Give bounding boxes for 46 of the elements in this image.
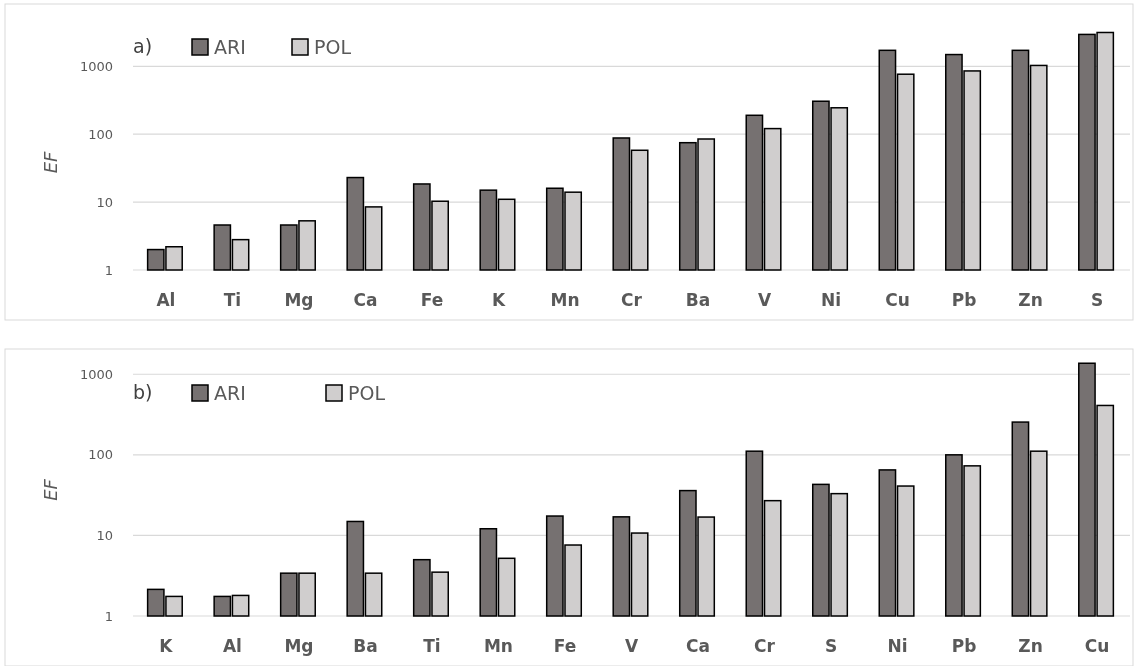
x-tick-label: Ti xyxy=(223,290,242,310)
x-tick-label: Ba xyxy=(685,290,711,310)
x-tick-label: Ba xyxy=(353,636,378,656)
x-tick-label: Ni xyxy=(821,290,842,310)
y-tick-label: 1000 xyxy=(79,58,113,74)
x-tick-label: K xyxy=(159,636,174,656)
x-tick-label: Cu xyxy=(885,290,910,310)
x-tick-label: Ca xyxy=(353,290,378,310)
x-tick-label: Ti xyxy=(423,636,441,656)
x-tick-label: Fe xyxy=(553,636,577,656)
x-tick-label: S xyxy=(824,636,838,656)
y-axis-title: EF xyxy=(40,150,61,174)
x-tick-label: V xyxy=(757,290,772,310)
x-tick-label: Al xyxy=(156,290,176,310)
y-tick-label: 10 xyxy=(96,194,113,210)
x-tick-label: Pb xyxy=(951,290,977,310)
y-tick-label: 100 xyxy=(88,447,113,463)
y-tick-label: 1 xyxy=(104,608,113,624)
x-tick-label: V xyxy=(624,636,639,656)
legend-label: POL xyxy=(348,381,386,404)
x-tick-label: Fe xyxy=(420,290,444,310)
x-tick-label: S xyxy=(1090,290,1104,310)
x-tick-label: Ca xyxy=(686,636,710,656)
text: a) xyxy=(133,35,153,57)
legend-label: ARI xyxy=(214,35,246,58)
x-tick-label: Mn xyxy=(550,290,580,310)
x-tick-label: Mg xyxy=(284,636,314,656)
x-tick-label: Cr xyxy=(621,290,643,310)
x-tick-label: K xyxy=(491,290,506,310)
x-tick-label: Al xyxy=(222,636,242,656)
x-tick-label: Ni xyxy=(887,636,908,656)
x-tick-label: Pb xyxy=(951,636,977,656)
x-tick-label: Cr xyxy=(754,636,776,656)
y-tick-label: 1 xyxy=(104,262,113,278)
x-tick-label: Zn xyxy=(1018,636,1043,656)
legend-label: POL xyxy=(314,35,352,58)
legend-label: ARI xyxy=(214,381,246,404)
x-tick-label: Zn xyxy=(1018,290,1043,310)
y-tick-label: 10 xyxy=(96,527,113,543)
text: b) xyxy=(133,381,153,403)
x-tick-label: Mn xyxy=(483,636,513,656)
y-axis-title: EF xyxy=(40,478,61,501)
x-tick-label: Mg xyxy=(284,290,314,310)
x-tick-label: Cu xyxy=(1084,636,1110,656)
y-tick-label: 1000 xyxy=(79,366,113,382)
y-tick-label: 100 xyxy=(88,126,113,142)
